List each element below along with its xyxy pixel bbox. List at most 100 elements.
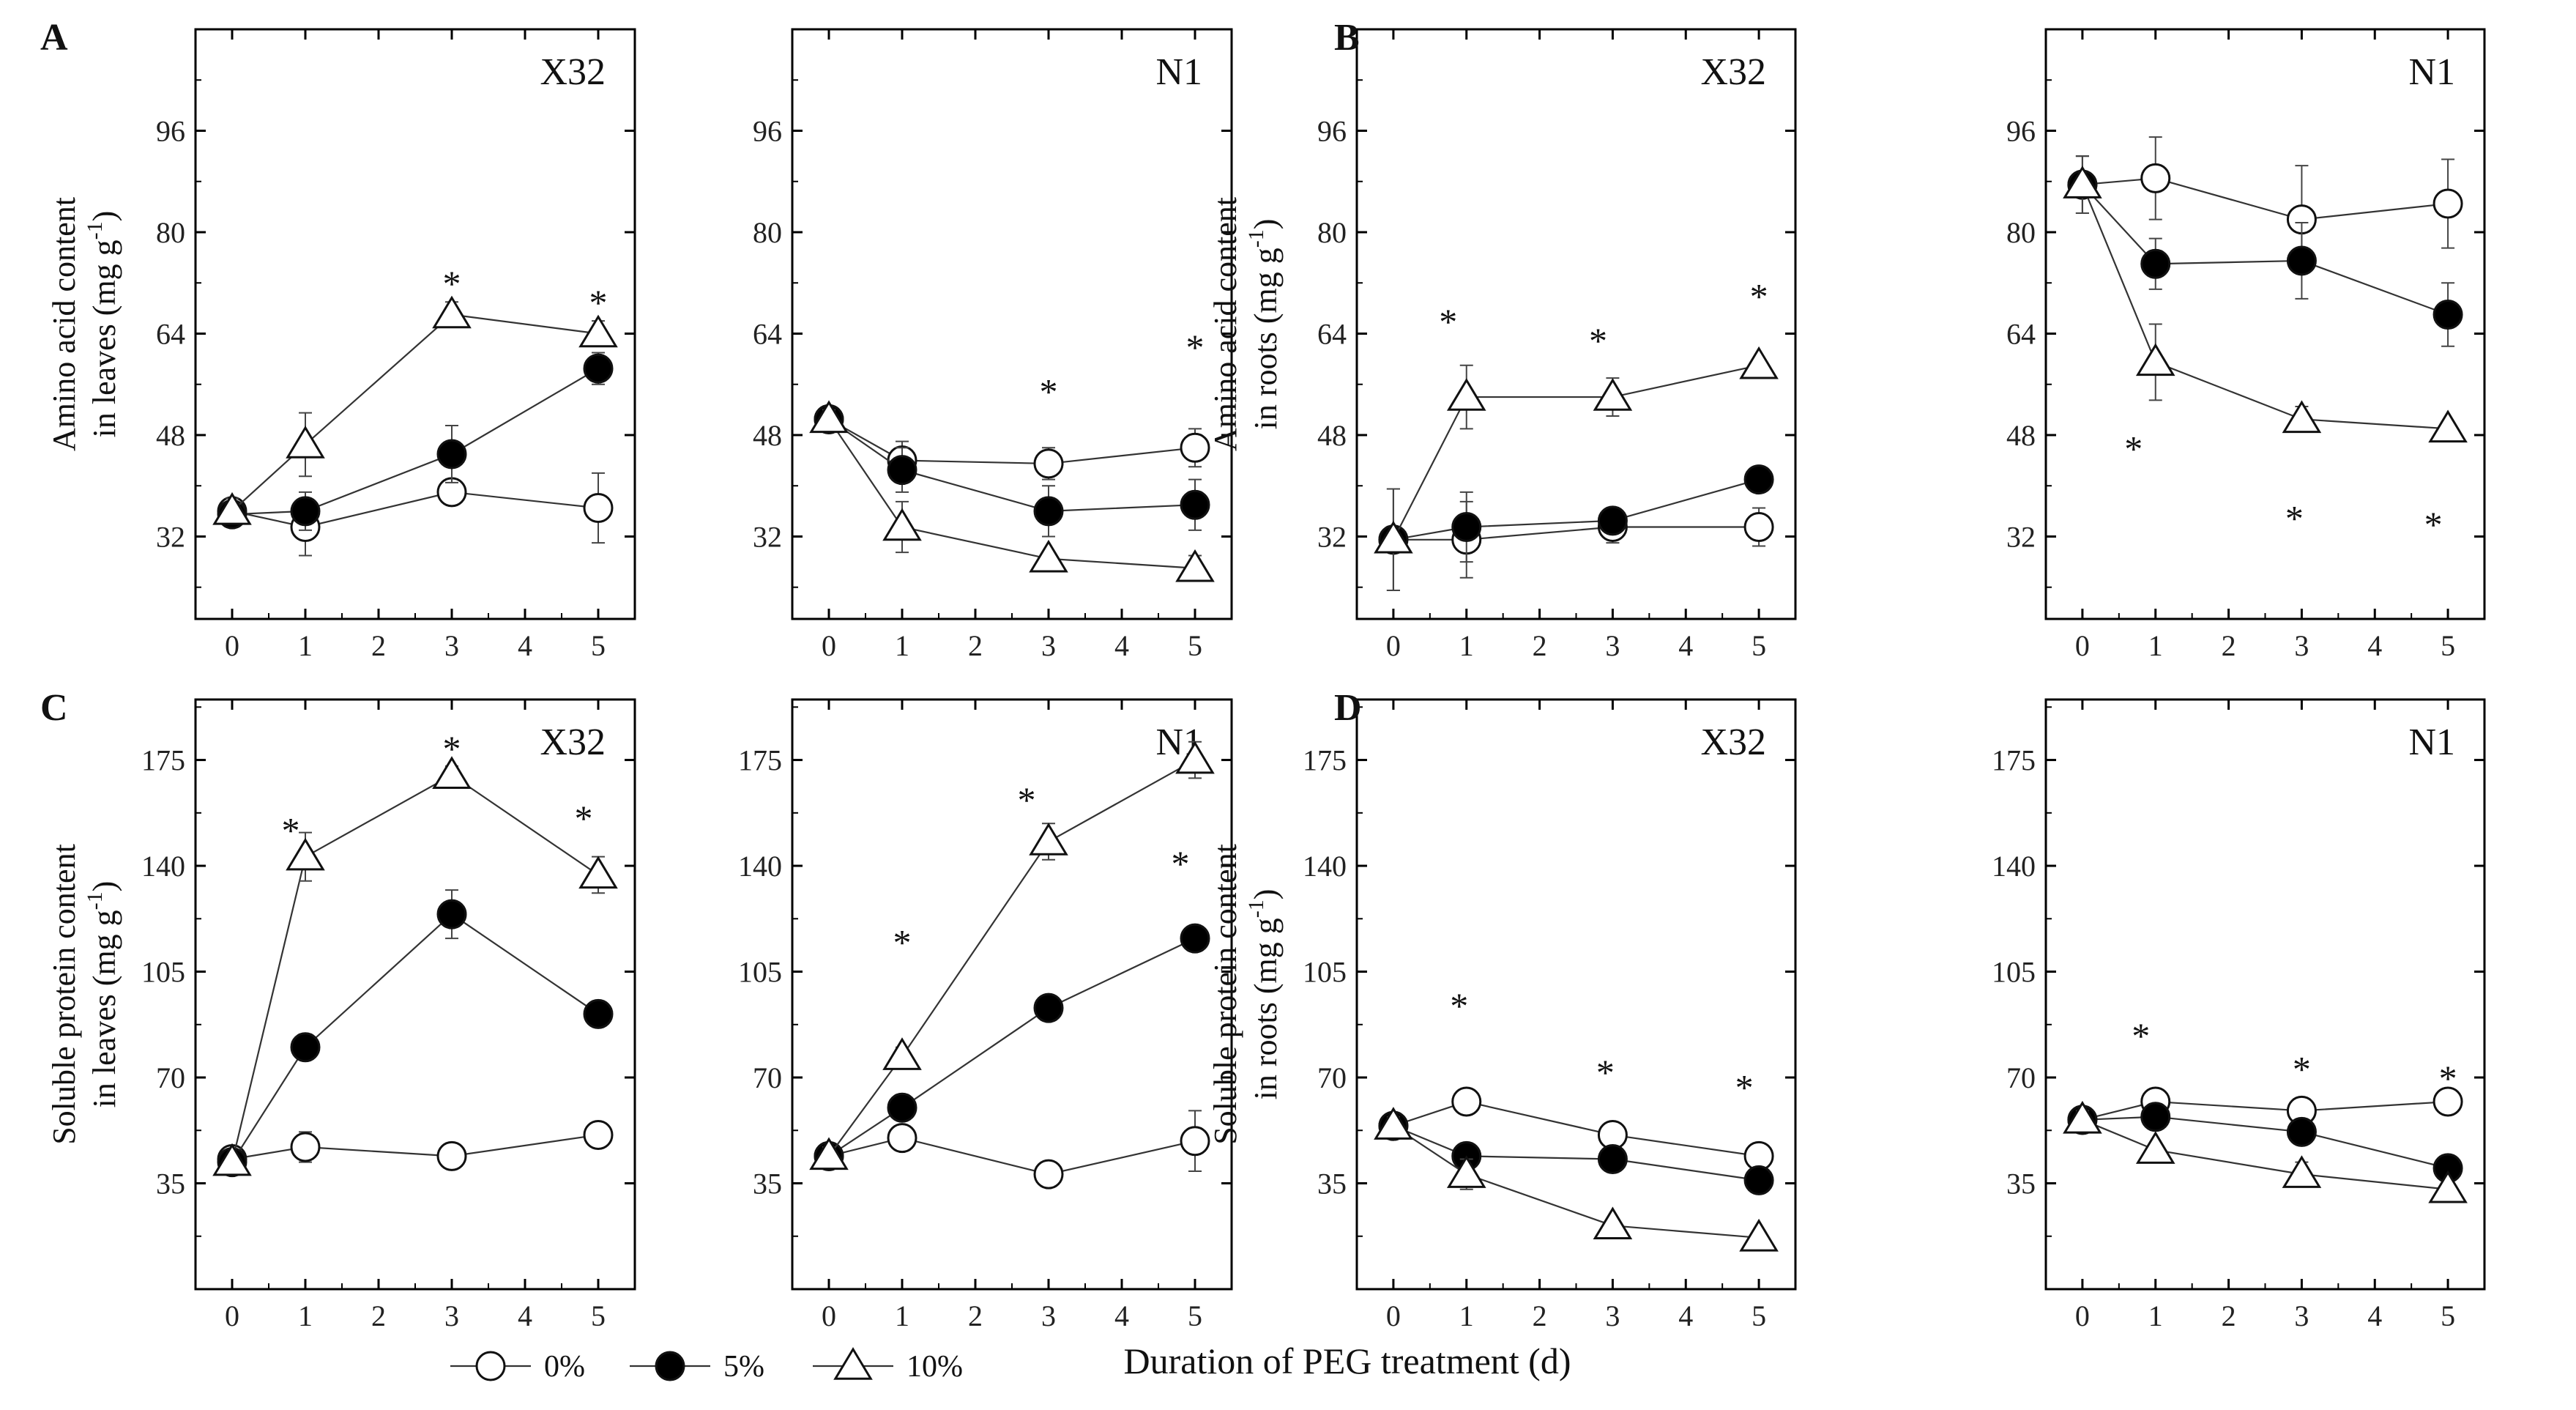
y-tick-label: 64 xyxy=(2006,317,2036,350)
data-point xyxy=(290,1132,321,1162)
series-line xyxy=(231,773,599,1162)
legend-item-5pct: 5% xyxy=(630,1350,764,1384)
legend-label: 0% xyxy=(544,1350,585,1384)
x-tick-label: 3 xyxy=(2294,1299,2309,1332)
panel-title: X32 xyxy=(540,721,606,763)
data-point xyxy=(1033,992,1064,1023)
y-axis-label-sup: -1 xyxy=(1244,899,1268,918)
x-tick-label: 0 xyxy=(1386,629,1401,662)
series-line xyxy=(828,418,1196,465)
x-tick-label: 5 xyxy=(591,1299,606,1332)
x-tick-label: 1 xyxy=(1459,629,1474,662)
data-point xyxy=(809,1137,849,1170)
series-line xyxy=(828,1137,1196,1176)
x-tick-label: 3 xyxy=(444,1299,459,1332)
y-tick-label: 70 xyxy=(1317,1061,1347,1094)
y-tick-label: 105 xyxy=(141,956,185,989)
series-0pct xyxy=(814,1110,1210,1190)
series-10pct xyxy=(809,741,1215,1170)
series-line xyxy=(231,368,599,516)
data-point xyxy=(1743,1165,1774,1195)
x-tick-label: 5 xyxy=(1752,1299,1766,1332)
y-tick-label: 80 xyxy=(753,216,782,249)
series-5pct xyxy=(1378,464,1774,592)
chart-panel-2: 0 1 2 3 4 5 32 48 64 80 96 N1 * * xyxy=(753,28,1233,662)
series-0pct xyxy=(2067,1086,2463,1135)
data-point xyxy=(2286,245,2317,276)
x-tick-label: 2 xyxy=(2222,629,2236,662)
x-tick-label: 4 xyxy=(1114,629,1129,662)
data-point xyxy=(1451,511,1482,542)
x-tick-label: 5 xyxy=(2441,629,2455,662)
y-axis-label-line1: Amino acid content xyxy=(1207,197,1243,451)
y-tick-label: 105 xyxy=(1303,956,1347,989)
y-tick-label: 96 xyxy=(156,114,185,147)
series-5pct xyxy=(1378,1110,1774,1195)
x-tick-label: 3 xyxy=(1605,1299,1620,1332)
data-point xyxy=(583,1119,614,1150)
y-axis-label-line2: in leaves (mg g-1) xyxy=(83,881,122,1108)
x-tick-label: 1 xyxy=(2148,1299,2163,1332)
x-tick-label: 2 xyxy=(2222,1299,2236,1332)
x-tick-label: 1 xyxy=(895,629,909,662)
data-point xyxy=(1446,378,1486,411)
significance-star: * xyxy=(1172,843,1190,884)
panel-title: X32 xyxy=(1700,51,1766,93)
y-axis-label-end: ) xyxy=(1248,889,1284,900)
x-tick-label: 4 xyxy=(2367,1299,2382,1332)
legend: 0% 5% 10% xyxy=(450,1347,963,1384)
series-line xyxy=(828,418,1196,512)
series-line xyxy=(1393,1125,1760,1181)
y-axis-label-sup: -1 xyxy=(83,891,107,910)
panel-letter: C xyxy=(40,687,68,729)
significance-star: * xyxy=(282,810,300,851)
y-tick-label: 32 xyxy=(156,520,185,553)
series-line xyxy=(1393,1125,1760,1239)
series-line xyxy=(2082,1116,2449,1169)
series-0pct xyxy=(217,1119,614,1174)
legend-item-0pct: 0% xyxy=(450,1350,585,1384)
data-point xyxy=(1743,464,1774,495)
significance-star: * xyxy=(1596,1052,1615,1093)
y-axis-label-text: in roots (mg g xyxy=(1248,918,1284,1099)
data-point xyxy=(1175,549,1215,582)
series-10pct xyxy=(2063,1100,2468,1203)
series-line xyxy=(2082,184,2449,316)
legend-label: 5% xyxy=(723,1350,764,1384)
y-tick-label: 140 xyxy=(1992,850,2036,883)
data-point xyxy=(583,353,614,384)
data-point xyxy=(578,856,618,889)
chart-panel-5: 0 1 2 3 4 5 35 70 105 140 175 X32 C Soluble protein c… xyxy=(40,687,636,1332)
y-axis-label-line2: in roots (mg g-1) xyxy=(1244,889,1284,1100)
panel-title: N1 xyxy=(1155,51,1202,93)
significance-star: * xyxy=(589,282,608,323)
y-tick-label: 140 xyxy=(1303,850,1347,883)
significance-star: * xyxy=(1735,1066,1754,1107)
data-point xyxy=(1739,346,1779,379)
x-tick-label: 0 xyxy=(2075,1299,2090,1332)
y-tick-label: 96 xyxy=(1317,114,1347,147)
series-line xyxy=(231,1134,599,1160)
chart-panel-4: 0 1 2 3 4 5 32 48 64 80 96 N1 * * * xyxy=(2006,28,2486,662)
data-point xyxy=(2432,1086,2463,1117)
data-point xyxy=(1597,505,1628,536)
data-point xyxy=(436,439,467,470)
data-point xyxy=(2140,248,2171,279)
data-point xyxy=(2282,1155,2322,1188)
significance-star: * xyxy=(2439,1058,2457,1099)
y-axis-label-line1: Amino acid content xyxy=(46,197,82,451)
significance-star: * xyxy=(443,728,461,769)
plot-frame xyxy=(2044,28,2486,620)
panel-title: X32 xyxy=(1700,721,1766,763)
x-tick-label: 4 xyxy=(1678,1299,1693,1332)
significance-star: * xyxy=(1589,320,1607,361)
series-0pct xyxy=(814,404,1210,480)
data-point xyxy=(2432,300,2463,330)
y-tick-label: 35 xyxy=(2006,1168,2036,1201)
data-point xyxy=(887,455,917,486)
x-tick-label: 2 xyxy=(968,1299,983,1332)
series-line xyxy=(2081,184,2449,430)
significance-star: * xyxy=(2293,1049,2311,1090)
y-tick-label: 32 xyxy=(2006,520,2036,553)
x-tick-label: 5 xyxy=(1188,1299,1202,1332)
